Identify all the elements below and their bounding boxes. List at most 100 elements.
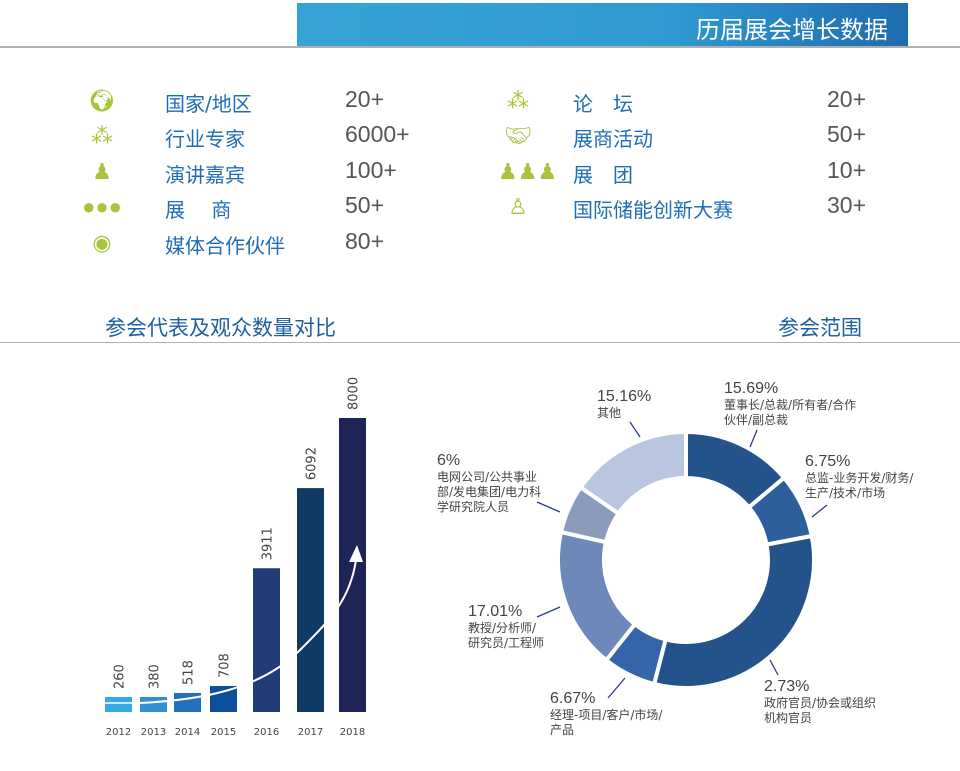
header-banner: 历届展会增长数据 bbox=[297, 3, 908, 47]
stat-media: ◉ 媒体合作伙伴 80+ bbox=[82, 228, 442, 258]
header-title: 历届展会增长数据 bbox=[696, 16, 888, 44]
stat-forums: ⁂ 论 坛 20+ bbox=[498, 86, 898, 116]
bar-value-label: 518 bbox=[182, 660, 197, 685]
donut-category-label: 伙伴/副总裁 bbox=[724, 413, 789, 427]
donut-pct-label: 17.01% bbox=[468, 603, 523, 620]
leader-line bbox=[536, 501, 561, 513]
year-tick-label: 2015 bbox=[211, 727, 236, 738]
bar-value-label: 8000 bbox=[347, 377, 362, 410]
stat-value: 50+ bbox=[345, 192, 385, 218]
donut-category-label: 部/发电集团/电力科 bbox=[437, 485, 542, 499]
stat-label: 论 坛 bbox=[573, 92, 633, 116]
world-map-icon: 🌍︎ bbox=[88, 88, 116, 113]
donut-category-label: 学研究院人员 bbox=[437, 500, 510, 514]
stat-events: 🤝︎ 展商活动 50+ bbox=[498, 121, 898, 151]
year-tick-label: 2012 bbox=[106, 727, 131, 738]
donut-category-label: 董事长/总裁/所有者/合作 bbox=[724, 398, 857, 412]
leader-line bbox=[536, 606, 561, 618]
year-tick-label: 2016 bbox=[254, 727, 279, 738]
donut-label: 15.16% 其他 bbox=[597, 387, 651, 421]
stat-value: 30+ bbox=[827, 192, 867, 218]
donut-category-label: 其他 bbox=[597, 406, 622, 420]
stat-label: 展 团 bbox=[573, 163, 633, 187]
donut-pct-label: 15.69% bbox=[724, 380, 779, 397]
donut-category-label: 研究员/工程师 bbox=[468, 636, 545, 650]
donut-category-label: 教授/分析师/ bbox=[468, 621, 537, 635]
donut-slice bbox=[651, 533, 816, 690]
bar-2012 bbox=[105, 697, 132, 712]
stat-competition: ♙ 国际储能创新大赛 30+ bbox=[498, 192, 898, 222]
stat-value: 80+ bbox=[345, 228, 385, 254]
donut-category-label: 机构官员 bbox=[764, 711, 813, 725]
donut-category-label: 生产/技术/市场 bbox=[805, 486, 886, 500]
stat-label: 行业专家 bbox=[165, 127, 245, 151]
bar-value-label: 380 bbox=[148, 664, 163, 689]
leader-line bbox=[607, 677, 626, 699]
donut-chart-title: 参会范围 bbox=[778, 316, 862, 340]
stat-speakers: ♟ 演讲嘉宾 100+ bbox=[82, 157, 442, 187]
bar-2018 bbox=[339, 418, 366, 712]
stat-exhibitors: ●●● 展 商 50+ bbox=[82, 192, 442, 222]
bar-2014 bbox=[174, 692, 201, 712]
trend-arrow-line bbox=[139, 559, 357, 704]
leader-line bbox=[769, 659, 779, 676]
donut-slice bbox=[577, 429, 688, 517]
donut-pct-label: 15.16% bbox=[597, 388, 652, 405]
leader-line bbox=[629, 421, 641, 438]
stat-label: 展商活动 bbox=[573, 127, 653, 151]
bar-2015 bbox=[210, 685, 237, 712]
bar-value-label: 708 bbox=[218, 653, 233, 678]
stat-label: 国际储能创新大赛 bbox=[573, 198, 733, 222]
bar-chart-title: 参会代表及观众数量对比 bbox=[105, 316, 336, 340]
leader-line bbox=[811, 504, 828, 518]
stat-experts: ⁂ 行业专家 6000+ bbox=[82, 121, 442, 151]
donut-pct-label: 2.73% bbox=[764, 678, 810, 695]
section-divider bbox=[0, 342, 960, 343]
donut-label: 6.75% 总监-业务开发/财务/生产/技术/市场 bbox=[805, 452, 913, 501]
stat-value: 20+ bbox=[345, 86, 385, 112]
bar-2017 bbox=[297, 488, 324, 712]
year-tick-label: 2018 bbox=[340, 727, 365, 738]
donut-label: 6.67% 经理-项目/客户/市场/产品 bbox=[550, 689, 662, 738]
stat-value: 50+ bbox=[827, 121, 867, 147]
leader-line bbox=[749, 429, 758, 448]
handshake-icon: 🤝︎ bbox=[504, 123, 532, 148]
year-tick-label: 2017 bbox=[298, 727, 323, 738]
bar-value-label: 260 bbox=[113, 664, 128, 689]
donut-category-label: 政府官员/协会或组织 bbox=[764, 696, 877, 710]
competition-network-icon: ♙ bbox=[508, 194, 528, 219]
year-tick-label: 2014 bbox=[175, 727, 200, 738]
bar-2016 bbox=[253, 568, 280, 712]
stat-label: 国家/地区 bbox=[165, 92, 252, 116]
broadcast-antenna-icon: ◉ bbox=[92, 230, 112, 255]
stat-label: 展 商 bbox=[165, 198, 232, 222]
donut-label: 17.01% 教授/分析师/研究员/工程师 bbox=[468, 602, 544, 651]
bar-value-label: 3911 bbox=[261, 527, 276, 560]
stat-value: 6000+ bbox=[345, 121, 410, 147]
bar-2013 bbox=[140, 697, 167, 712]
stat-label: 演讲嘉宾 bbox=[165, 163, 245, 187]
donut-pct-label: 6.67% bbox=[550, 690, 596, 707]
donut-label: 15.69% 董事长/总裁/所有者/合作 伙伴/副总裁 bbox=[724, 379, 856, 428]
donut-category-label: 总监-业务开发/财务/ bbox=[805, 471, 914, 485]
year-tick-label: 2013 bbox=[141, 727, 166, 738]
forum-network-icon: ⁂ bbox=[507, 88, 529, 113]
stat-delegations: ♟♟♟ 展 团 10+ bbox=[498, 157, 898, 187]
trend-arrow-head bbox=[349, 545, 363, 562]
donut-pct-label: 6.75% bbox=[805, 453, 851, 470]
header-divider bbox=[0, 46, 960, 48]
stat-value: 10+ bbox=[827, 157, 867, 183]
donut-category-label: 产品 bbox=[550, 723, 575, 737]
donut-slice bbox=[556, 529, 638, 663]
speaker-icon: ♟ bbox=[92, 159, 112, 184]
donut-label: 2.73% 政府官员/协会或组织 机构官员 bbox=[764, 677, 876, 726]
donut-category-label: 经理-项目/客户/市场/ bbox=[550, 708, 663, 722]
stat-countries: 🌍︎ 国家/地区 20+ bbox=[82, 86, 442, 116]
donut-pct-label: 6% bbox=[437, 452, 461, 469]
stat-value: 100+ bbox=[345, 157, 397, 183]
expert-group-icon: ⁂ bbox=[91, 123, 113, 148]
people-group-icon: ●●● bbox=[82, 194, 122, 219]
stat-value: 20+ bbox=[827, 86, 867, 112]
